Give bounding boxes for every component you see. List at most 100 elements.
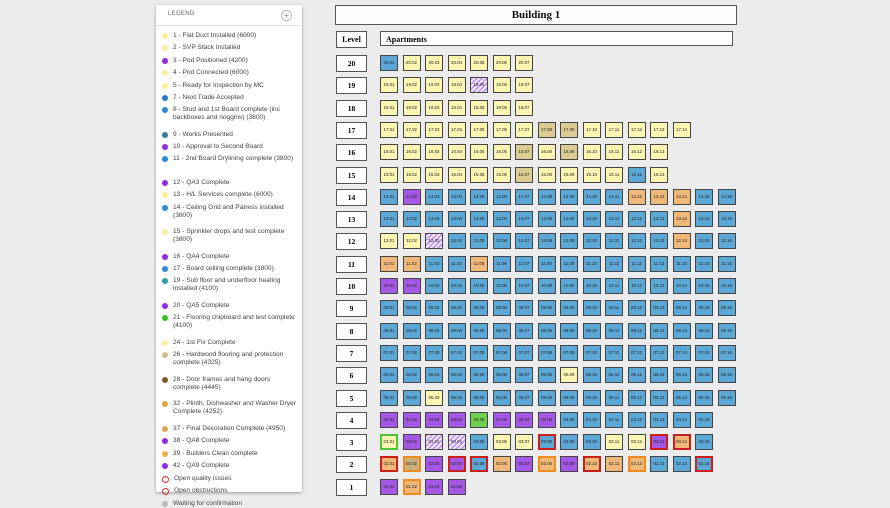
- apartment-cell[interactable]: 16.08: [537, 144, 556, 161]
- apartment-cell[interactable]: 03.13: [650, 434, 668, 451]
- apartment-cell[interactable]: 12.08: [537, 233, 556, 250]
- apartment-cell[interactable]: 15.08: [537, 166, 556, 183]
- apartment-cell[interactable]: 20.05: [470, 55, 488, 71]
- apartment-cell[interactable]: 15.11: [605, 166, 623, 183]
- apartment-cell[interactable]: 12.01: [380, 233, 398, 250]
- apartment-cell[interactable]: 20.06: [492, 55, 511, 71]
- apartment-cell[interactable]: 06.05: [470, 367, 488, 384]
- apartment-cell[interactable]: 14.11: [605, 188, 623, 205]
- apartment-cell[interactable]: 09.15: [695, 300, 713, 317]
- apartment-cell[interactable]: 03.10: [582, 434, 601, 451]
- apartment-cell[interactable]: 01.04: [447, 478, 466, 495]
- apartment-cell[interactable]: 05.07: [515, 389, 533, 406]
- apartment-cell[interactable]: 17.06: [492, 121, 511, 138]
- apartment-cell[interactable]: 11.03: [425, 255, 443, 272]
- apartment-cell[interactable]: 05.01: [380, 389, 398, 406]
- apartment-cell[interactable]: 03.12: [627, 434, 646, 451]
- apartment-cell[interactable]: 13.06: [492, 211, 511, 228]
- apartment-cell[interactable]: 14.15: [695, 188, 713, 205]
- apartment-cell[interactable]: 09.09: [560, 300, 578, 317]
- apartment-cell[interactable]: 16.07: [515, 144, 533, 161]
- apartment-cell[interactable]: 04.02: [402, 411, 421, 428]
- apartment-cell[interactable]: 02.02: [402, 456, 421, 473]
- apartment-cell[interactable]: 14.08: [537, 188, 556, 205]
- apartment-cell[interactable]: 10.07: [515, 278, 533, 294]
- apartment-cell[interactable]: 08.15: [695, 322, 713, 339]
- apartment-cell[interactable]: 20.03: [425, 55, 443, 71]
- apartment-cell[interactable]: 12.14: [672, 233, 691, 250]
- apartment-cell[interactable]: 18.01: [380, 99, 398, 116]
- apartment-cell[interactable]: 11.02: [402, 255, 421, 272]
- apartment-cell[interactable]: 15.10: [582, 166, 601, 183]
- apartment-cell[interactable]: 03.02: [402, 434, 421, 451]
- apartment-cell[interactable]: 02.01: [380, 456, 398, 473]
- apartment-cell[interactable]: 05.08: [537, 389, 556, 406]
- legend-expand-icon[interactable]: +: [281, 10, 292, 21]
- apartment-cell[interactable]: 09.04: [447, 300, 466, 317]
- apartment-cell[interactable]: 08.14: [672, 322, 691, 339]
- apartment-cell[interactable]: 10.16: [717, 278, 736, 294]
- apartment-cell[interactable]: 09.14: [672, 300, 691, 317]
- apartment-cell[interactable]: 09.05: [470, 300, 488, 317]
- apartment-cell[interactable]: 17.01: [380, 121, 398, 138]
- apartment-cell[interactable]: 02.03: [425, 456, 443, 473]
- apartment-cell[interactable]: 13.04: [447, 211, 466, 228]
- apartment-cell[interactable]: 19.05: [470, 77, 488, 94]
- apartment-cell[interactable]: 07.08: [537, 344, 556, 361]
- apartment-cell[interactable]: 10.05: [470, 278, 488, 294]
- apartment-cell[interactable]: 14.13: [650, 188, 668, 205]
- apartment-cell[interactable]: 05.03: [425, 389, 443, 406]
- apartment-cell[interactable]: 08.05: [470, 322, 488, 339]
- apartment-cell[interactable]: 08.11: [605, 322, 623, 339]
- apartment-cell[interactable]: 01.03: [425, 478, 443, 495]
- apartment-cell[interactable]: 12.06: [492, 233, 511, 250]
- apartment-cell[interactable]: 03.06: [492, 434, 511, 451]
- apartment-cell[interactable]: 04.03: [425, 411, 443, 428]
- apartment-cell[interactable]: 03.04: [447, 434, 466, 451]
- apartment-cell[interactable]: 13.02: [402, 211, 421, 228]
- apartment-cell[interactable]: 06.07: [515, 367, 533, 384]
- apartment-cell[interactable]: 15.09: [560, 166, 578, 183]
- apartment-cell[interactable]: 10.12: [627, 278, 646, 294]
- apartment-cell[interactable]: 05.10: [582, 389, 601, 406]
- apartment-cell[interactable]: 07.06: [492, 344, 511, 361]
- apartment-cell[interactable]: 11.11: [605, 255, 623, 272]
- apartment-cell[interactable]: 02.08: [537, 456, 556, 473]
- apartment-cell[interactable]: 04.07: [515, 411, 533, 428]
- apartment-cell[interactable]: 14.12: [627, 188, 646, 205]
- apartment-cell[interactable]: 13.09: [560, 211, 578, 228]
- apartment-cell[interactable]: 08.04: [447, 322, 466, 339]
- apartment-cell[interactable]: 09.12: [627, 300, 646, 317]
- apartment-cell[interactable]: 07.15: [695, 344, 713, 361]
- apartment-cell[interactable]: 03.01: [380, 434, 398, 451]
- apartment-cell[interactable]: 05.12: [627, 389, 646, 406]
- apartment-cell[interactable]: 10.01: [380, 278, 398, 294]
- apartment-cell[interactable]: 15.12: [627, 166, 646, 183]
- apartment-cell[interactable]: 02.04: [447, 456, 466, 473]
- apartment-cell[interactable]: 02.12: [627, 456, 646, 473]
- apartment-cell[interactable]: 13.07: [515, 211, 533, 228]
- apartment-cell[interactable]: 09.08: [537, 300, 556, 317]
- apartment-cell[interactable]: 09.03: [425, 300, 443, 317]
- apartment-cell[interactable]: 17.09: [560, 121, 578, 138]
- apartment-cell[interactable]: 12.07: [515, 233, 533, 250]
- apartment-cell[interactable]: 13.01: [380, 211, 398, 228]
- apartment-cell[interactable]: 07.04: [447, 344, 466, 361]
- apartment-cell[interactable]: 06.01: [380, 367, 398, 384]
- apartment-cell[interactable]: 18.07: [515, 99, 533, 116]
- apartment-cell[interactable]: 14.07: [515, 188, 533, 205]
- apartment-cell[interactable]: 03.14: [672, 434, 691, 451]
- apartment-cell[interactable]: 04.08: [537, 411, 556, 428]
- apartment-cell[interactable]: 17.03: [425, 121, 443, 138]
- apartment-cell[interactable]: 11.13: [650, 255, 668, 272]
- apartment-cell[interactable]: 08.03: [425, 322, 443, 339]
- apartment-cell[interactable]: 08.08: [537, 322, 556, 339]
- apartment-cell[interactable]: 17.02: [402, 121, 421, 138]
- apartment-cell[interactable]: 15.06: [492, 166, 511, 183]
- apartment-cell[interactable]: 03.15: [695, 434, 713, 451]
- apartment-cell[interactable]: 13.03: [425, 211, 443, 228]
- apartment-cell[interactable]: 11.10: [582, 255, 601, 272]
- apartment-cell[interactable]: 01.02: [402, 478, 421, 495]
- apartment-cell[interactable]: 17.07: [515, 121, 533, 138]
- apartment-cell[interactable]: 10.06: [492, 278, 511, 294]
